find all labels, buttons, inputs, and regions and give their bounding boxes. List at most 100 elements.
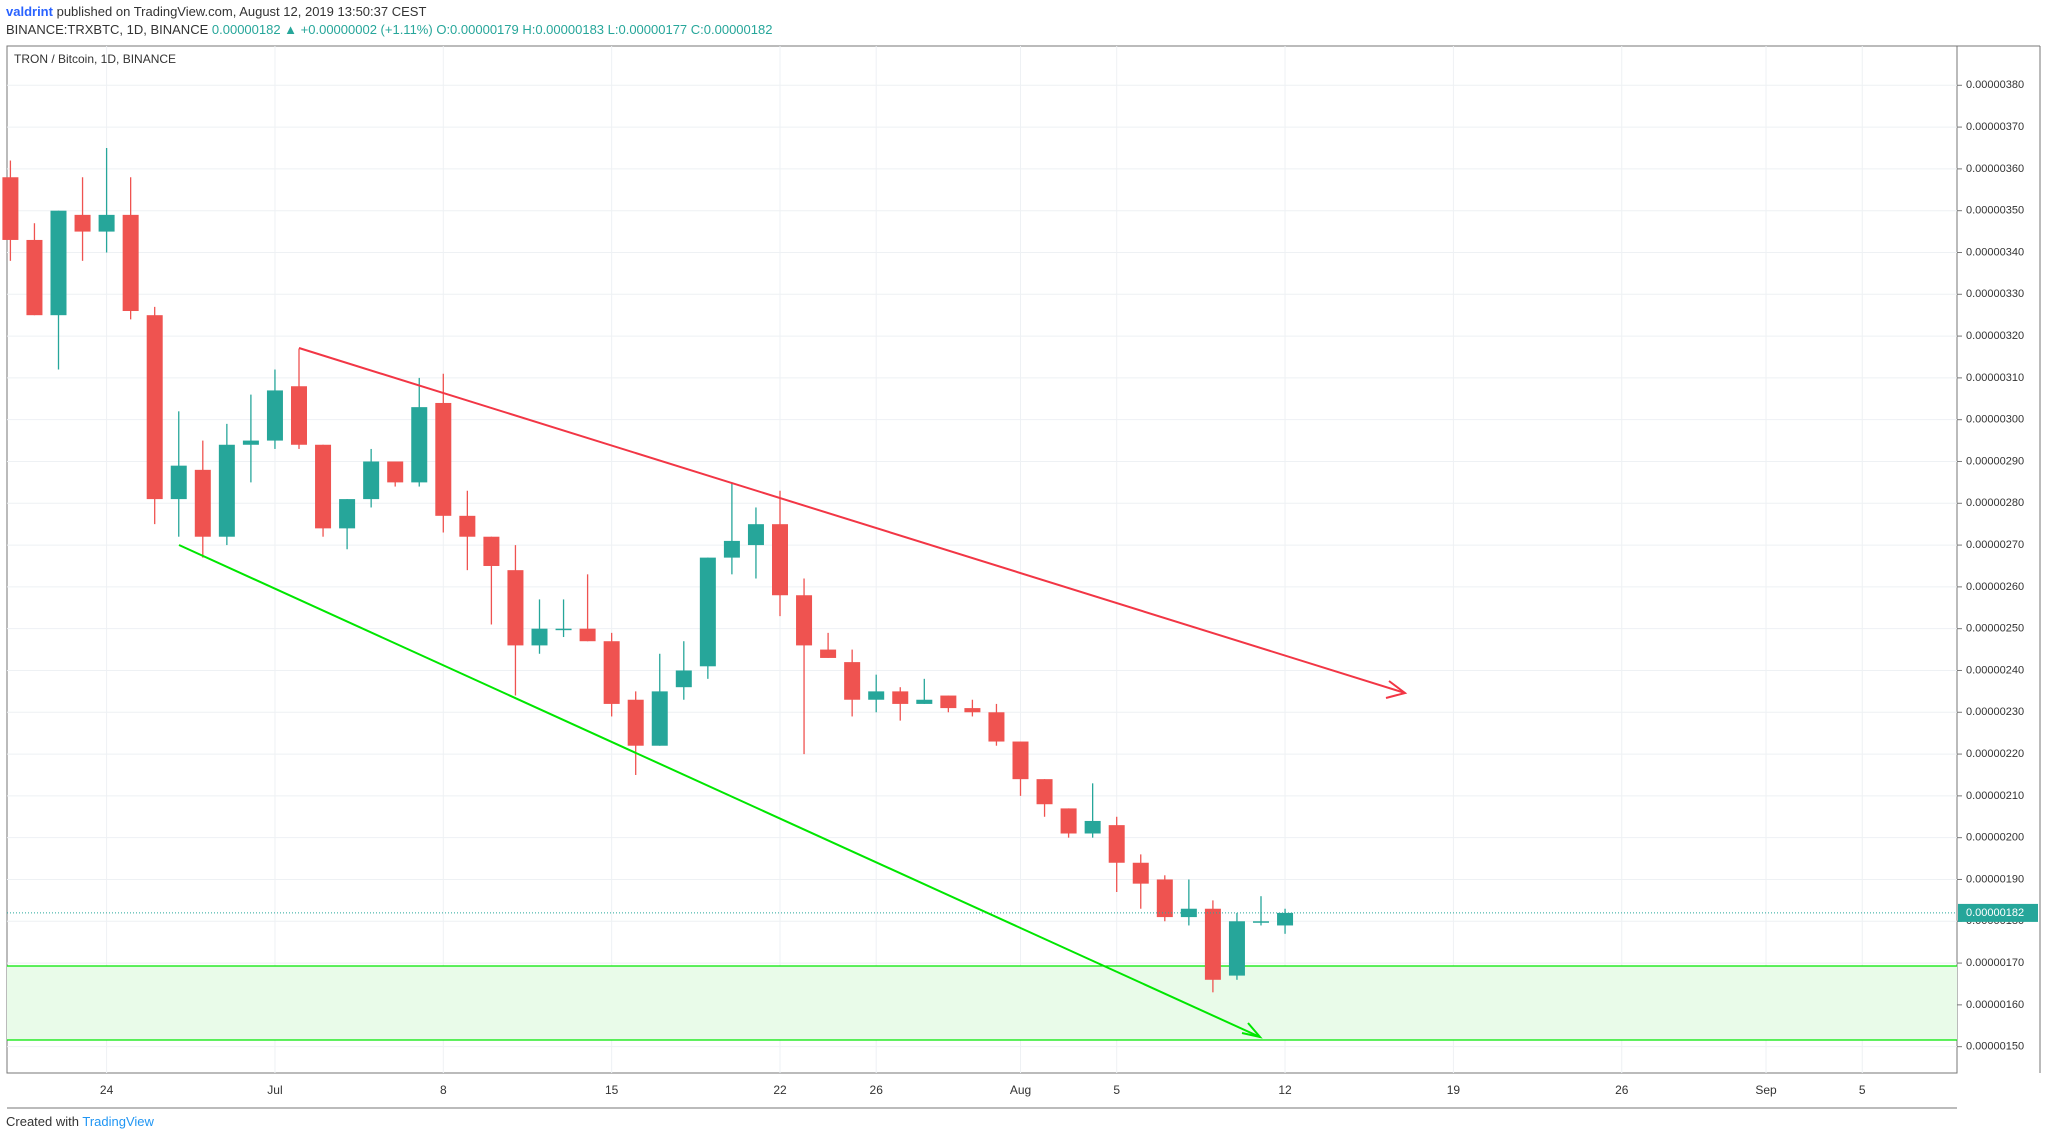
y-tick-label: 0.00000370 — [1966, 121, 2024, 133]
x-tick-label: 12 — [1278, 1083, 1292, 1097]
candle-body — [315, 444, 332, 529]
y-tick-label: 0.00000290 — [1966, 455, 2024, 467]
x-tick-label: Sep — [1755, 1083, 1777, 1097]
y-tick-label: 0.00000250 — [1966, 623, 2024, 635]
y-tick-label: 0.00000190 — [1966, 873, 2024, 885]
published: published on TradingView.com, August 12,… — [56, 4, 427, 19]
candle-body — [916, 699, 933, 704]
candle-body — [1156, 879, 1173, 918]
candle-body — [1253, 921, 1269, 923]
candle-body — [940, 695, 957, 709]
chart-title: TRON / Bitcoin, 1D, BINANCE — [14, 52, 176, 66]
y-tick-label: 0.00000330 — [1966, 288, 2024, 300]
candle-body — [1228, 921, 1245, 976]
x-tick-label: 26 — [1615, 1083, 1629, 1097]
candle-body — [579, 628, 596, 642]
candle-body — [1204, 908, 1221, 980]
candle-body — [988, 712, 1005, 742]
candle-body — [699, 557, 716, 667]
candle-body — [266, 390, 283, 441]
x-tick-label: Jul — [267, 1083, 282, 1097]
candle-body — [363, 461, 380, 500]
candle-body — [74, 214, 91, 232]
x-tick-label: 22 — [773, 1083, 787, 1097]
y-tick-label: 0.00000260 — [1966, 581, 2024, 593]
candle-body — [98, 214, 115, 232]
candle-body — [146, 315, 163, 500]
candle-body — [507, 570, 524, 646]
arrowhead — [1385, 680, 1408, 699]
candle-body — [796, 595, 813, 646]
candle-body — [651, 691, 668, 746]
y-tick-label: 0.00000170 — [1966, 957, 2024, 969]
change: 0.00000182 ▲ +0.00000002 (+1.11%) — [211, 22, 433, 37]
y-tick-label: 0.00000280 — [1966, 497, 2024, 509]
y-tick-label: 0.00000210 — [1966, 790, 2024, 802]
y-tick-label: 0.00000320 — [1966, 330, 2024, 342]
candle-body — [339, 499, 356, 529]
candle-body — [1036, 779, 1053, 805]
candle-body — [435, 402, 452, 516]
y-tick-label: 0.00000160 — [1966, 999, 2024, 1011]
y-tick-label: 0.00000300 — [1966, 414, 2024, 426]
candle-body — [772, 524, 788, 596]
y-tick-label: 0.00000230 — [1966, 706, 2024, 718]
y-tick-label: 0.00000340 — [1966, 246, 2024, 258]
candle-body — [170, 465, 187, 500]
candle-body — [122, 214, 139, 312]
y-tick-label: 0.00000310 — [1966, 372, 2024, 384]
candle-body — [747, 524, 764, 546]
symbol: BINANCE:TRXBTC, 1D, BINANCE — [6, 22, 209, 37]
candle-body — [1108, 825, 1125, 863]
candle-body — [218, 444, 235, 537]
x-tick-label: 15 — [605, 1083, 619, 1097]
candle-body — [459, 515, 476, 537]
candle-body — [892, 691, 909, 704]
candle-body — [1012, 741, 1029, 780]
ohlc: O:0.00000179 H:0.00000183 L:0.00000177 C… — [436, 22, 773, 37]
y-tick-label: 0.00000240 — [1966, 664, 2024, 676]
candle-body — [242, 440, 259, 445]
created: Created with — [6, 1114, 79, 1129]
footer: Created with TradingView — [6, 1114, 154, 1129]
symbol-line: BINANCE:TRXBTC, 1D, BINANCE 0.00000182 ▲… — [6, 22, 772, 37]
y-tick-label: 0.00000350 — [1966, 205, 2024, 217]
x-tick-label: 5 — [1859, 1083, 1866, 1097]
x-tick-label: 19 — [1447, 1083, 1461, 1097]
x-tick-label: Aug — [1010, 1083, 1031, 1097]
support-zone — [7, 966, 1957, 1040]
publish-line: valdrint published on TradingView.com, A… — [6, 4, 426, 19]
candle-body — [483, 536, 500, 566]
arrowhead — [1241, 1022, 1263, 1039]
candle-body — [2, 177, 19, 240]
candle-body — [820, 649, 837, 658]
plot-frame — [6, 45, 1958, 1074]
candle-body — [723, 540, 740, 558]
candle-body — [627, 699, 644, 746]
candle-body — [1180, 908, 1197, 918]
chart: TRON / Bitcoin, 1D, BINANCE 0.00000150 0.… — [2, 45, 2041, 1109]
x-tick-label: 5 — [1113, 1083, 1120, 1097]
y-tick-label: 0.00000360 — [1966, 163, 2024, 175]
y-tick-label: 0.00000270 — [1966, 539, 2024, 551]
y-tick-label: 0.00000220 — [1966, 748, 2024, 760]
candle-body — [387, 461, 404, 483]
candle-body — [1132, 862, 1149, 884]
candle-body — [675, 670, 692, 688]
candle-body — [603, 641, 620, 704]
candle-body — [1084, 820, 1101, 834]
last-price-label: 0.00000182 — [1966, 907, 2024, 919]
y-tick-label: 0.00000380 — [1966, 79, 2024, 91]
candle-body — [1277, 912, 1294, 926]
last-price-box — [1958, 903, 2038, 922]
brand[interactable]: TradingView — [82, 1114, 154, 1129]
candle-body — [50, 210, 67, 316]
candle-body — [26, 239, 43, 316]
candle-body — [291, 386, 307, 445]
candle-body — [411, 407, 428, 483]
candle-body — [868, 691, 885, 700]
author[interactable]: valdrint — [6, 4, 53, 19]
candle-body — [194, 469, 211, 537]
x-tick-label: 8 — [440, 1083, 447, 1097]
